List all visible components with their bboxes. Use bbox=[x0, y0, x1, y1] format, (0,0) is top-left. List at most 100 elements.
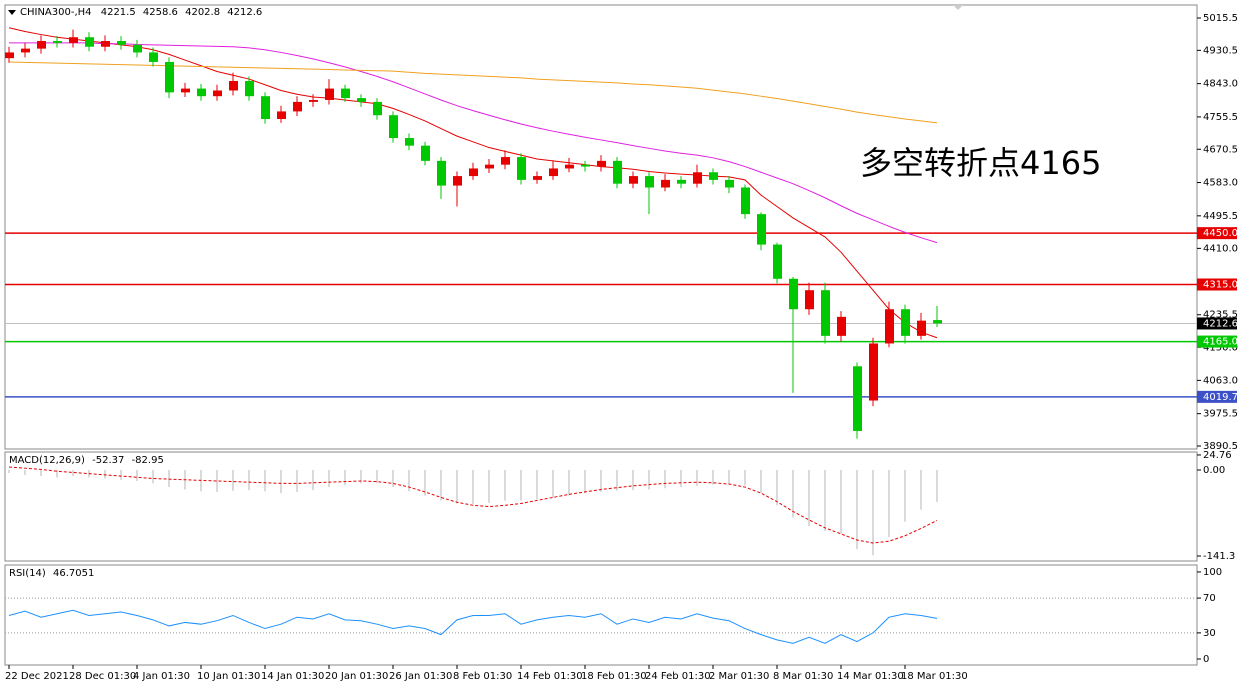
candle-body bbox=[501, 157, 510, 165]
candle-body bbox=[837, 316, 846, 336]
candle-body bbox=[549, 168, 558, 177]
candle-body bbox=[757, 214, 766, 245]
y-tick-label: 0.00 bbox=[1203, 465, 1225, 476]
macd-label: MACD(12,26,9) -52.37 -82.95 bbox=[9, 455, 164, 466]
candle-body bbox=[805, 290, 814, 310]
x-tick-label: 14 Mar 01:30 bbox=[837, 671, 904, 682]
candle-body bbox=[933, 320, 942, 324]
candle-body bbox=[85, 37, 94, 47]
x-tick-label: 22 Dec 2021 bbox=[5, 671, 69, 682]
y-tick-label: 3890.5 bbox=[1203, 441, 1238, 452]
candle-body bbox=[741, 187, 750, 215]
candle-body bbox=[597, 160, 606, 167]
x-tick-label: 10 Jan 01:30 bbox=[197, 671, 260, 682]
candle-body bbox=[69, 37, 78, 43]
candle-body bbox=[645, 176, 654, 188]
x-tick-label: 8 Mar 01:30 bbox=[773, 671, 833, 682]
candle-body bbox=[53, 41, 62, 43]
y-tick-label: 0 bbox=[1203, 654, 1209, 665]
candle-body bbox=[453, 176, 462, 186]
y-tick-label: 4410.0 bbox=[1203, 243, 1238, 254]
y-tick-label: 30 bbox=[1203, 628, 1216, 639]
candle-body bbox=[213, 90, 222, 97]
candle-body bbox=[117, 41, 126, 45]
candle-body bbox=[661, 179, 670, 188]
y-tick-label: 4063.0 bbox=[1203, 375, 1238, 386]
close: 4212.6 bbox=[227, 7, 262, 18]
symbol: CHINA300-,H4 bbox=[20, 7, 92, 18]
line-series bbox=[8, 609, 938, 644]
y-tick-label: 4583.0 bbox=[1203, 178, 1238, 189]
y-tick-label: 100 bbox=[1203, 567, 1222, 578]
level-label: 4019.7 bbox=[1203, 392, 1238, 403]
candle-body bbox=[133, 44, 142, 53]
candle-body bbox=[421, 145, 430, 161]
x-tick-label: 28 Dec 01:30 bbox=[69, 671, 136, 682]
candle-body bbox=[309, 99, 318, 102]
macd-value: -52.37 bbox=[92, 455, 124, 466]
line-series bbox=[8, 27, 938, 339]
x-tick-label: 20 Jan 01:30 bbox=[325, 671, 388, 682]
level-label: 4315.0 bbox=[1203, 280, 1238, 291]
candle-body bbox=[325, 88, 334, 100]
candle-body bbox=[725, 179, 734, 188]
y-tick-label: 4495.5 bbox=[1203, 211, 1238, 222]
candle-body bbox=[197, 88, 206, 97]
candle-body bbox=[437, 160, 446, 186]
current-price-tag bbox=[1197, 317, 1237, 330]
candle-body bbox=[293, 101, 302, 112]
x-tick-label: 14 Jan 01:30 bbox=[261, 671, 324, 682]
candle-body bbox=[629, 176, 638, 184]
macd-title: MACD(12,26,9) bbox=[9, 455, 85, 466]
header: CHINA300-,H4 4221.5 4258.6 4202.8 4212.6 bbox=[20, 7, 262, 18]
candle-body bbox=[149, 52, 158, 62]
candle-body bbox=[693, 172, 702, 184]
x-tick-label: 26 Jan 01:30 bbox=[389, 671, 452, 682]
rsi-title: RSI(14) bbox=[9, 568, 46, 579]
line-series bbox=[9, 42, 938, 244]
candle-body bbox=[101, 41, 110, 47]
candle-body bbox=[533, 176, 542, 180]
low: 4202.8 bbox=[185, 7, 220, 18]
candle-body bbox=[469, 168, 478, 177]
level-tag bbox=[1197, 390, 1237, 403]
candle-body bbox=[37, 41, 46, 49]
candle-body bbox=[821, 290, 830, 336]
candle-body bbox=[917, 320, 926, 336]
y-tick-label: 70 bbox=[1203, 593, 1216, 604]
candle-body bbox=[885, 309, 894, 344]
candle-body bbox=[261, 96, 270, 120]
rsi-label: RSI(14) 46.7051 bbox=[9, 568, 94, 579]
signal-value: -82.95 bbox=[132, 455, 164, 466]
candle-body bbox=[357, 98, 366, 102]
candle-body bbox=[21, 48, 30, 53]
y-tick-label: 5015.5 bbox=[1203, 13, 1238, 24]
annotation: 多空转折点4165 bbox=[860, 144, 1101, 182]
candle-body bbox=[709, 172, 718, 180]
candle-body bbox=[613, 160, 622, 184]
shift-marker bbox=[953, 5, 963, 10]
y-tick-label: 4670.5 bbox=[1203, 144, 1238, 155]
candle-body bbox=[229, 80, 238, 91]
rsi-value: 46.7051 bbox=[53, 568, 94, 579]
macd-panel bbox=[4, 451, 1198, 562]
candle-body bbox=[373, 101, 382, 116]
candle-body bbox=[853, 366, 862, 431]
high: 4258.6 bbox=[143, 7, 178, 18]
candle-body bbox=[245, 80, 254, 97]
candle-body bbox=[517, 157, 526, 180]
y-tick-label: 24.76 bbox=[1203, 450, 1232, 461]
menu-arrow bbox=[8, 10, 16, 15]
line-series bbox=[8, 466, 938, 544]
candle-body bbox=[901, 309, 910, 336]
x-tick-label: 18 Feb 01:30 bbox=[581, 671, 647, 682]
candle-body bbox=[5, 52, 14, 59]
y-tick-label: 4755.5 bbox=[1203, 112, 1238, 123]
x-tick-label: 18 Mar 01:30 bbox=[901, 671, 968, 682]
candle-body bbox=[581, 164, 590, 167]
level-tag bbox=[1197, 278, 1237, 291]
candle-body bbox=[677, 179, 686, 184]
candle-body bbox=[277, 111, 286, 120]
